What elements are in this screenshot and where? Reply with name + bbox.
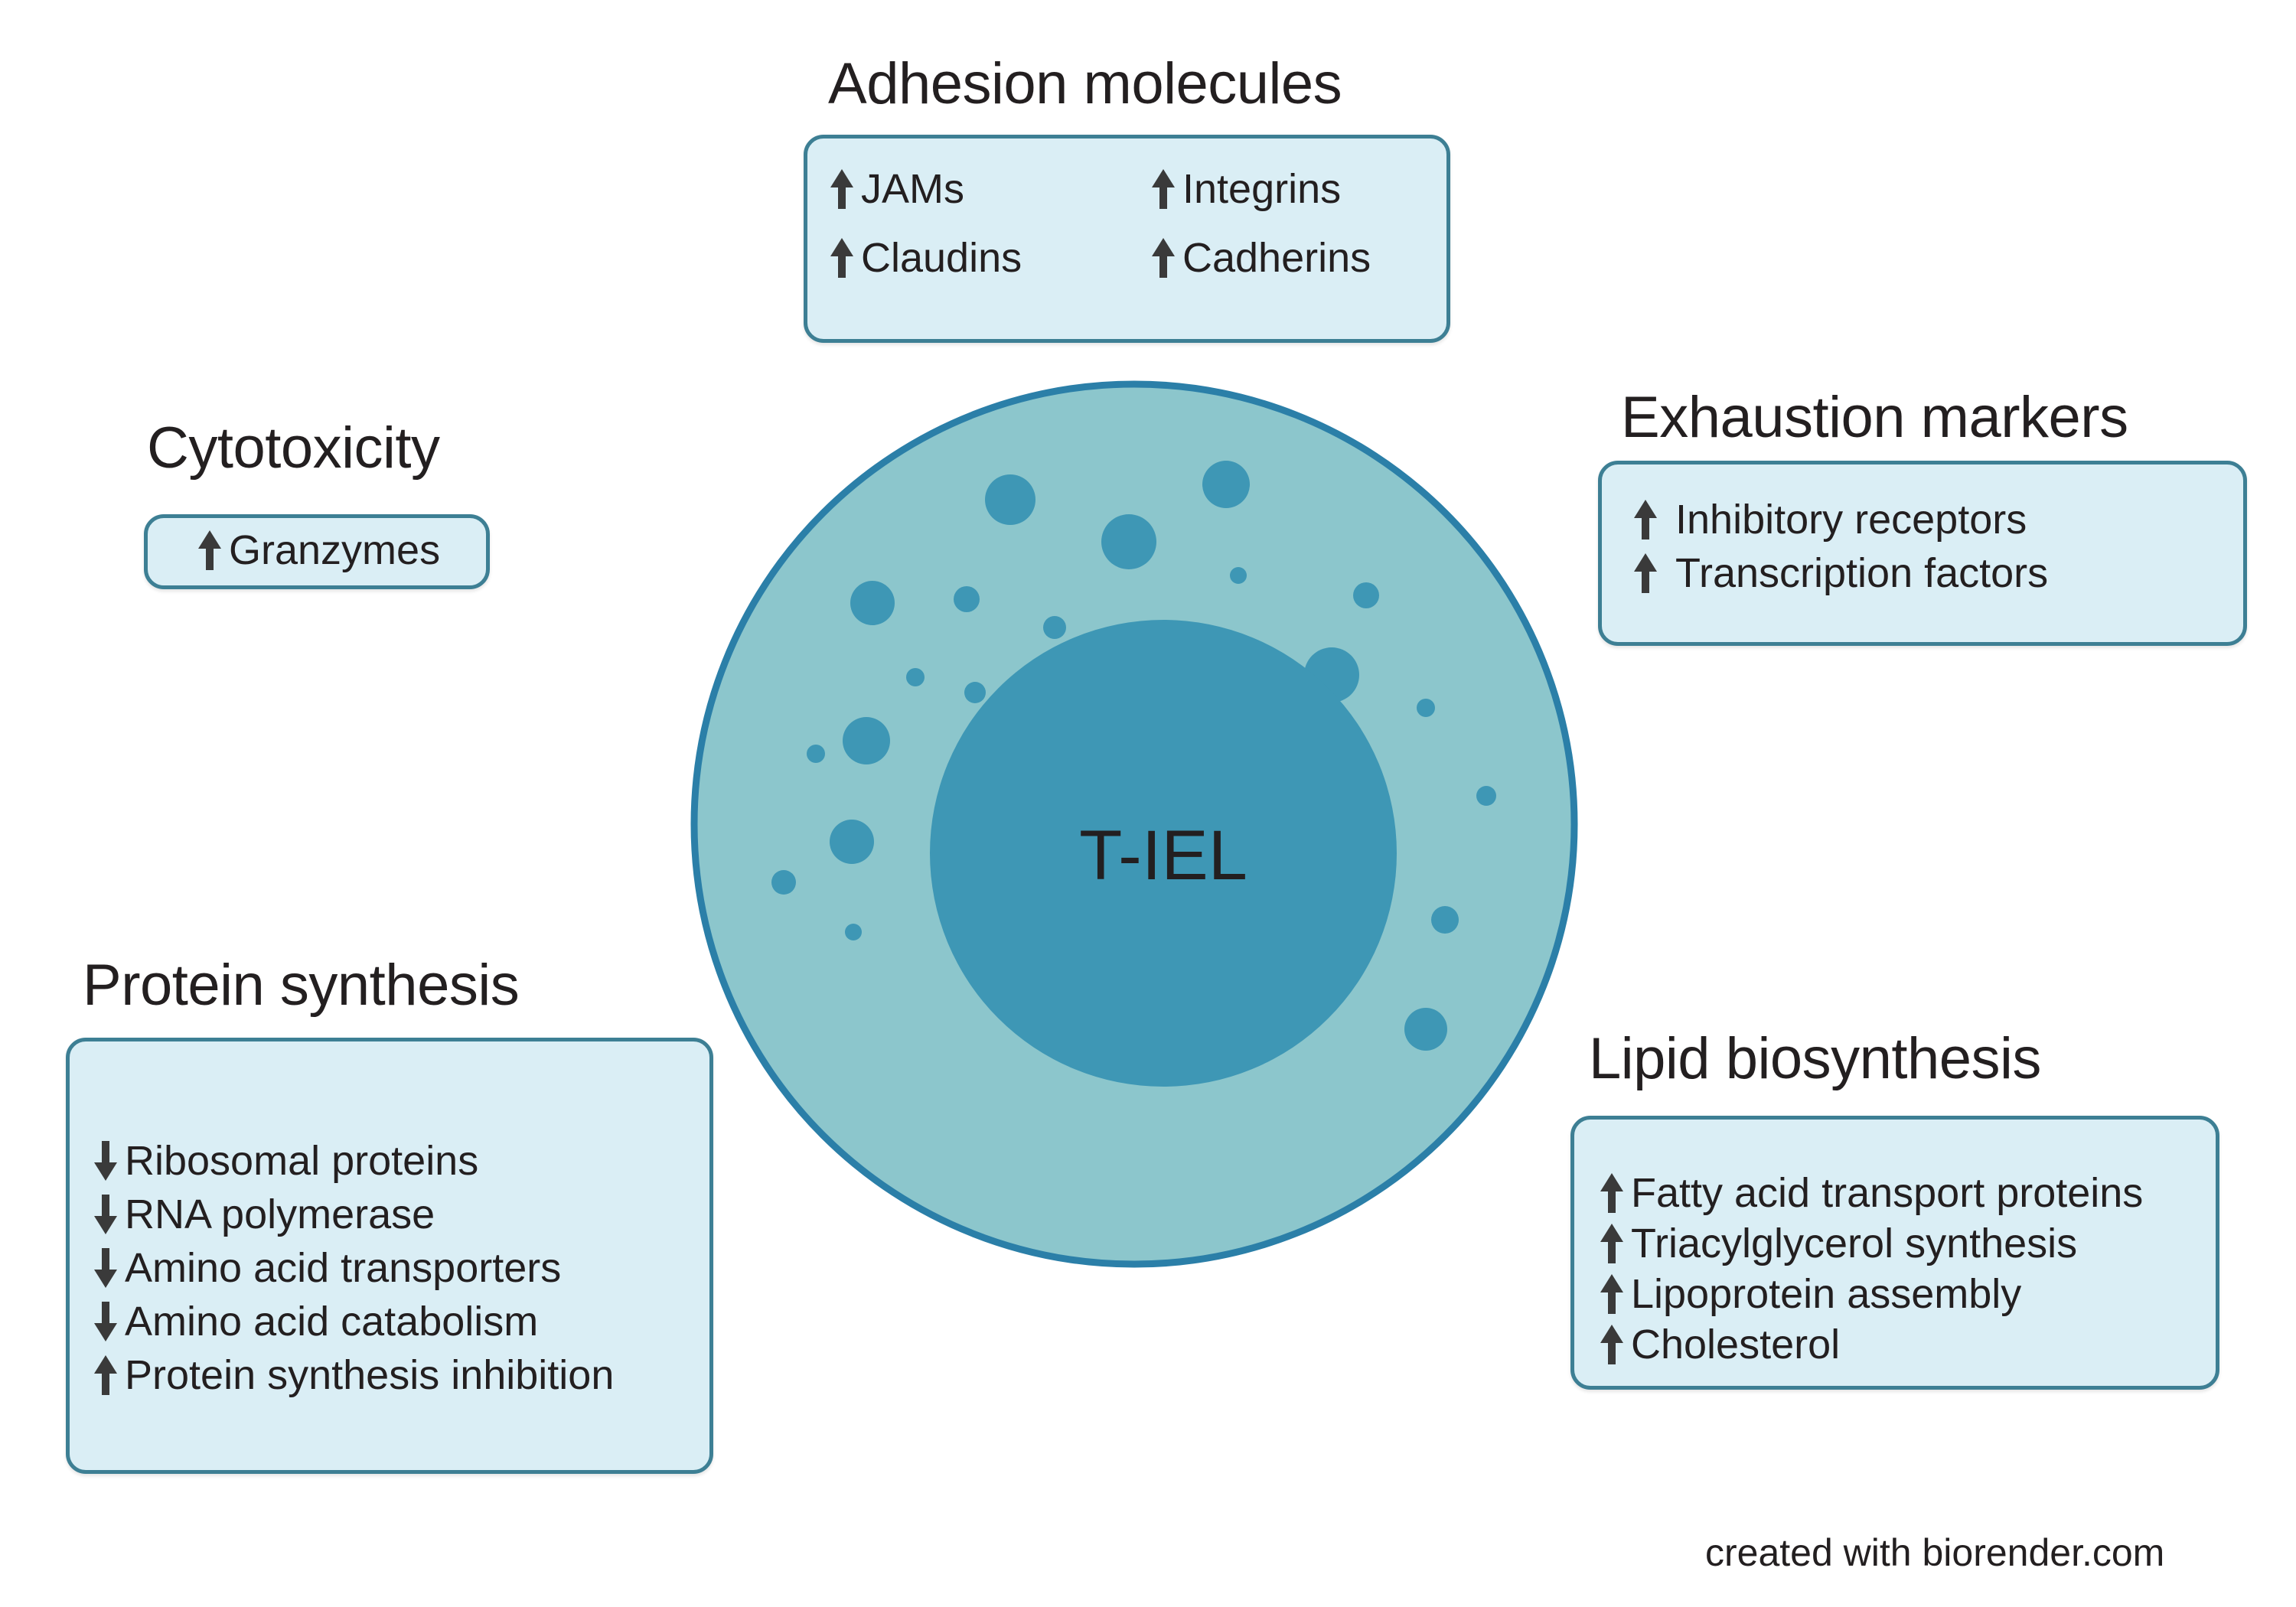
adhesion-box: JAMs Integrins Claudins Cadherins — [804, 135, 1450, 343]
cytotoxicity-items-list: Granzymes — [195, 529, 486, 572]
t-iel-cell-illustration: T-IEL — [689, 379, 1580, 1270]
list-item-label: Triacylglycerol synthesis — [1631, 1221, 2078, 1266]
list-item: Ribosomal proteins — [91, 1139, 709, 1182]
list-item-label: RNA polymerase — [125, 1191, 435, 1237]
cell-nucleus — [930, 620, 1397, 1087]
up-arrow-icon — [1597, 1323, 1626, 1366]
exhaustion-box: Inhibitory receptors Transcription facto… — [1598, 461, 2247, 646]
exhaustion-items-list: Inhibitory receptors Transcription facto… — [1631, 498, 2243, 605]
list-item: RNA polymerase — [91, 1193, 709, 1236]
list-item-label: Amino acid catabolism — [125, 1299, 539, 1345]
list-item: Granzymes — [195, 529, 486, 572]
list-item: Integrins — [1149, 168, 1371, 210]
list-item: Transcription factors — [1631, 552, 2243, 595]
protein-synthesis-section-title: Protein synthesis — [83, 953, 520, 1018]
list-item: Inhibitory receptors — [1631, 498, 2243, 541]
down-arrow-icon — [91, 1247, 120, 1289]
up-arrow-icon — [1597, 1172, 1626, 1214]
list-item: Fatty acid transport proteins — [1597, 1172, 2216, 1214]
up-arrow-icon — [1631, 552, 1660, 595]
list-item: Cadherins — [1149, 236, 1371, 279]
list-item: Amino acid transporters — [91, 1247, 709, 1289]
biorender-credit: created with biorender.com — [1705, 1531, 2165, 1574]
list-item: Amino acid catabolism — [91, 1300, 709, 1343]
list-item-label: Transcription factors — [1675, 550, 2049, 596]
up-arrow-icon — [827, 236, 856, 279]
up-arrow-icon — [827, 168, 856, 210]
cytotoxicity-box: Granzymes — [144, 514, 490, 589]
down-arrow-icon — [91, 1300, 120, 1343]
list-item: Protein synthesis inhibition — [91, 1354, 709, 1397]
cytoplasm-granules — [771, 461, 1496, 1051]
list-item-label: Claudins — [861, 235, 1022, 281]
protein-synthesis-box: Ribosomal proteins RNA polymerase Amino … — [66, 1038, 713, 1474]
up-arrow-icon — [91, 1354, 120, 1397]
list-item: Claudins — [827, 236, 1149, 279]
up-arrow-icon — [1597, 1222, 1626, 1265]
lipid-items-list: Fatty acid transport proteins Triacylgly… — [1597, 1172, 2216, 1374]
lipid-section-title: Lipid biosynthesis — [1589, 1026, 2041, 1091]
list-item: Cholesterol — [1597, 1323, 2216, 1366]
exhaustion-section-title: Exhaustion markers — [1621, 385, 2128, 450]
adhesion-section-title: Adhesion molecules — [828, 51, 1342, 116]
list-item: JAMs — [827, 168, 1149, 210]
up-arrow-icon — [1597, 1273, 1626, 1315]
list-item-label: Lipoprotein assembly — [1631, 1271, 2022, 1317]
up-arrow-icon — [1631, 498, 1660, 541]
protein-synthesis-items-list: Ribosomal proteins RNA polymerase Amino … — [91, 1139, 709, 1407]
list-item: Lipoprotein assembly — [1597, 1273, 2216, 1315]
up-arrow-icon — [195, 529, 224, 572]
adhesion-items-grid: JAMs Integrins Claudins Cadherins — [827, 168, 1371, 279]
nucleus-label: T-IEL — [1079, 817, 1247, 895]
down-arrow-icon — [91, 1193, 120, 1236]
list-item-label: Ribosomal proteins — [125, 1138, 479, 1184]
lipid-box: Fatty acid transport proteins Triacylgly… — [1570, 1116, 2219, 1390]
list-item-label: Fatty acid transport proteins — [1631, 1170, 2144, 1216]
list-item-label: Protein synthesis inhibition — [125, 1352, 615, 1398]
list-item-label: Cholesterol — [1631, 1322, 1841, 1367]
list-item-label: Amino acid transporters — [125, 1245, 562, 1291]
list-item-label: JAMs — [861, 166, 964, 212]
up-arrow-icon — [1149, 236, 1178, 279]
down-arrow-icon — [91, 1139, 120, 1182]
up-arrow-icon — [1149, 168, 1178, 210]
list-item-label: Cadherins — [1182, 235, 1371, 281]
list-item-label: Integrins — [1182, 166, 1342, 212]
list-item: Triacylglycerol synthesis — [1597, 1222, 2216, 1265]
list-item-label: Inhibitory receptors — [1675, 497, 2027, 543]
list-item-label: Granzymes — [229, 527, 441, 573]
cytotoxicity-section-title: Cytotoxicity — [147, 416, 440, 481]
